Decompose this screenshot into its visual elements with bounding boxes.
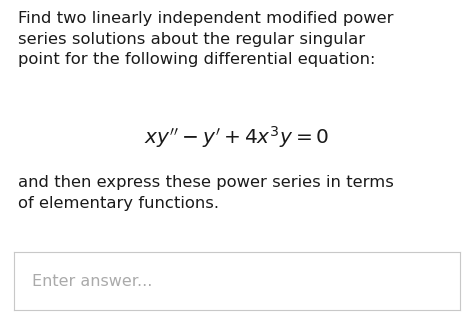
- Text: Find two linearly independent modified power
series solutions about the regular : Find two linearly independent modified p…: [18, 11, 393, 67]
- Text: $xy'' - y' + 4x^3y = 0$: $xy'' - y' + 4x^3y = 0$: [144, 124, 330, 150]
- Text: and then express these power series in terms
of elementary functions.: and then express these power series in t…: [18, 175, 394, 211]
- Text: Enter answer...: Enter answer...: [32, 273, 152, 289]
